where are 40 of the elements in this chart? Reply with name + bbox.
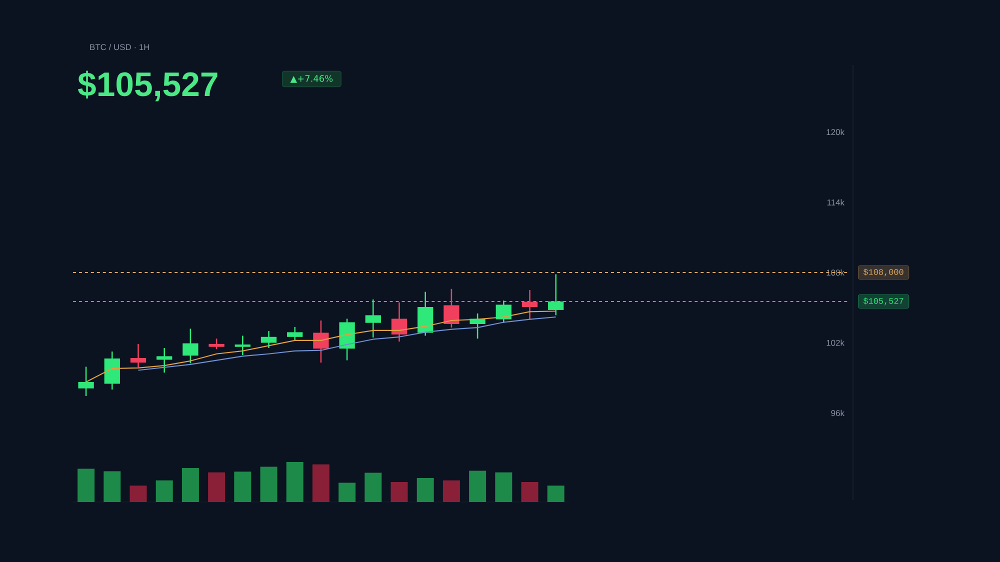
bar xyxy=(469,470,486,502)
candlestick xyxy=(208,338,224,350)
y-tick-label: 96k xyxy=(831,410,845,416)
candlestick xyxy=(78,366,94,397)
bar xyxy=(156,480,173,502)
candlestick xyxy=(234,335,250,356)
bar xyxy=(260,466,278,502)
bar xyxy=(364,472,382,502)
bar xyxy=(104,471,121,502)
candlestick xyxy=(260,330,277,349)
candlestick xyxy=(522,289,538,320)
bar xyxy=(521,482,538,502)
bar xyxy=(442,480,460,502)
chart-subtitle: $105,527 xyxy=(78,70,218,102)
bar xyxy=(182,468,199,502)
bar xyxy=(208,472,226,502)
chart-title: BTC / USD · 1H xyxy=(90,44,150,50)
bar xyxy=(416,478,434,502)
bar xyxy=(130,486,147,502)
bar xyxy=(547,486,564,502)
bar xyxy=(286,462,304,502)
bar xyxy=(78,468,95,502)
ref-line-label: $108,000 xyxy=(863,268,904,276)
candlestick xyxy=(287,326,303,342)
ref-line-label: $105,527 xyxy=(863,298,904,306)
bar xyxy=(338,482,356,502)
bar xyxy=(312,464,330,502)
y-tick-label: 120k xyxy=(826,128,844,136)
candlestick xyxy=(444,288,460,328)
candlestick xyxy=(391,302,408,342)
candlestick xyxy=(130,343,146,368)
y-tick-label: 114k xyxy=(827,199,845,206)
candlestick xyxy=(182,328,198,364)
text: ▲+7.46% xyxy=(290,75,333,83)
y-tick-label: 102k xyxy=(826,340,844,346)
candlestick xyxy=(313,320,329,364)
bar xyxy=(390,482,408,502)
bar xyxy=(234,472,252,502)
bar xyxy=(495,472,512,502)
candlestick xyxy=(156,347,172,374)
